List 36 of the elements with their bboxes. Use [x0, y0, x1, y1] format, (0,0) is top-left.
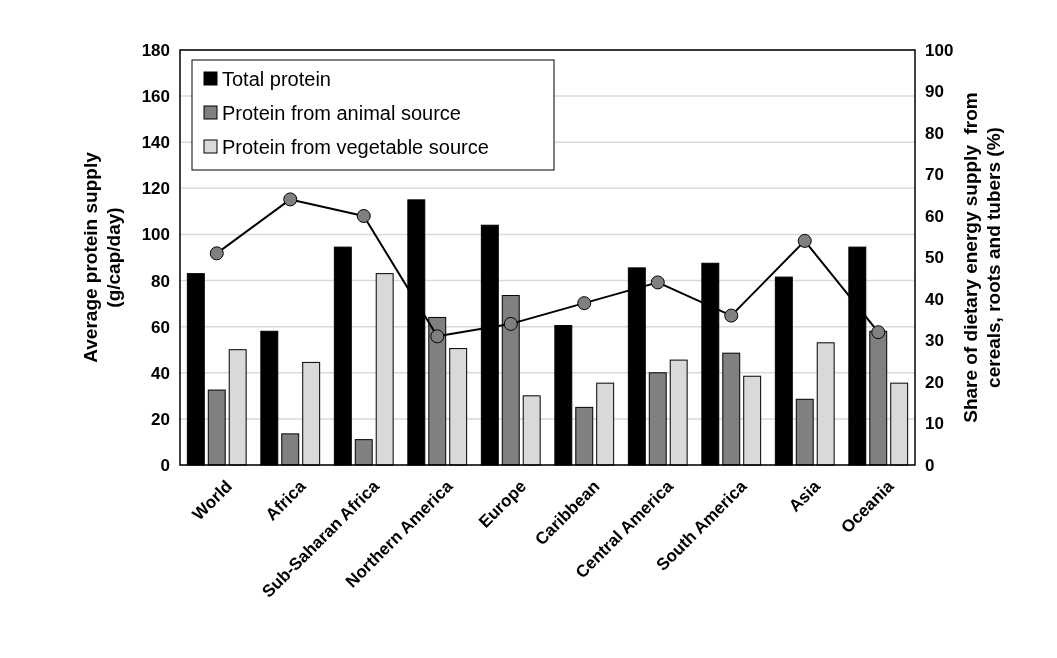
y-tick-label: 40: [151, 363, 170, 383]
y-tick-label: 60: [151, 317, 170, 337]
y2-tick-label: 50: [925, 248, 944, 268]
y2-tick-label: 60: [925, 206, 944, 226]
point: [797, 233, 812, 248]
y2-tick-label: 40: [925, 289, 944, 309]
point: [430, 329, 445, 344]
y-tick-label: 100: [141, 225, 170, 245]
legend-label: Protein from animal source: [222, 102, 461, 124]
y-tick-label: 160: [141, 87, 170, 107]
y-tick-label: 0: [160, 455, 170, 475]
y2-tick-label: 90: [925, 82, 944, 102]
y2-axis-title: Share of dietary energy supply from cereals, roots and tubers (%): [960, 92, 1004, 423]
y-tick-label: 120: [141, 179, 170, 199]
y-tick-label: 20: [151, 409, 170, 429]
y2-tick-label: 80: [925, 123, 944, 143]
point: [724, 308, 739, 323]
point: [577, 296, 592, 311]
y-tick-label: 80: [151, 271, 170, 291]
point: [209, 246, 224, 261]
y-tick-label: 180: [141, 40, 170, 60]
y2-tick-label: 10: [925, 414, 944, 434]
y2-tick-label: 100: [925, 40, 954, 60]
y-axis-title: Average protein supply (g/cap/day): [80, 151, 124, 363]
point: [283, 192, 298, 207]
legend-label: Total protein: [222, 68, 331, 90]
point: [871, 325, 886, 340]
point: [503, 316, 518, 331]
legend-label: Protein from vegetable source: [222, 136, 489, 158]
point: [650, 275, 665, 290]
y2-tick-label: 20: [925, 372, 944, 392]
point: [356, 209, 371, 223]
y2-tick-label: 30: [925, 331, 944, 351]
y-tick-label: 140: [141, 133, 170, 153]
y2-tick-label: 0: [925, 455, 935, 475]
y2-tick-label: 70: [925, 165, 944, 185]
